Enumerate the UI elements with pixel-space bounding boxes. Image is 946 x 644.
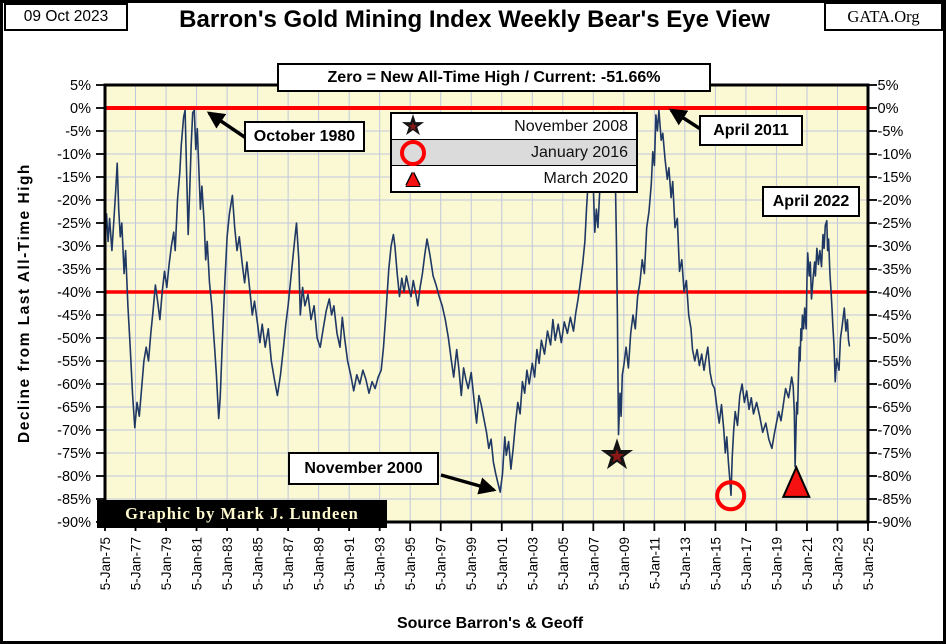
x-axis-tick-label: 5-Jan-97 [434, 537, 449, 590]
x-axis-tick-label: 5-Jan-15 [708, 537, 723, 590]
x-axis-tick-label: 5-Jan-75 [98, 537, 113, 590]
y-axis-tick-label: -75% [878, 446, 912, 462]
x-axis-tick-label: 5-Jan-99 [464, 537, 479, 590]
annotation-arrow [668, 108, 703, 132]
y-axis-tick-label: -10% [878, 147, 912, 163]
page-title: Barron's Gold Mining Index Weekly Bear's… [179, 6, 770, 33]
annotation-october-1980: October 1980 [244, 121, 365, 152]
y-axis-tick-label: -35% [57, 262, 91, 278]
annotation-november-2000: November 2000 [288, 452, 439, 485]
annotation-arrow [206, 111, 247, 140]
y-axis-tick-label: -15% [57, 170, 91, 186]
x-axis-tick-label: 5-Jan-25 [861, 537, 876, 590]
x-axis-tick-label: 5-Jan-09 [617, 537, 632, 590]
site-label: GATA.Org [847, 6, 920, 26]
x-axis-tick-label: 5-Jan-81 [190, 537, 205, 590]
x-axis-tick-label: 5-Jan-83 [220, 537, 235, 590]
x-axis-tick-label: 5-Jan-89 [312, 537, 327, 590]
star-marker-center [609, 448, 625, 463]
y-axis-tick-label: -45% [57, 308, 91, 324]
y-axis-tick-label: -10% [57, 147, 91, 163]
legend: ★ ★ November 2008 January 2016 ▲ March 20… [390, 112, 638, 193]
star-icon: ★ ★ [400, 110, 426, 142]
triangle-marker [781, 464, 811, 498]
subtitle-label: Zero = New All-Time High / Current: -51.… [327, 68, 661, 86]
y-axis-tick-label: -5% [65, 124, 91, 140]
y-axis-tick-label: -75% [57, 446, 91, 462]
site-badge: GATA.Org [824, 2, 943, 31]
y-axis-tick-label: -30% [57, 239, 91, 255]
y-axis-tick-label: 0% [878, 101, 899, 117]
x-axis-tick-label: 5-Jan-19 [769, 537, 784, 590]
x-axis-tick-label: 5-Jan-07 [586, 537, 601, 590]
circle-icon [400, 139, 426, 166]
y-axis-tick-label: -90% [878, 515, 912, 531]
x-axis-title: Source Barron's & Geoff [396, 615, 584, 632]
annotation-arrow [440, 473, 497, 495]
x-axis-tick-label: 5-Jan-79 [159, 537, 174, 590]
y-axis-tick-label: -90% [57, 515, 91, 531]
circle-marker [715, 480, 747, 512]
x-axis-tick-label: 5-Jan-77 [129, 537, 144, 590]
y-axis-tick-label: -15% [878, 170, 912, 186]
y-axis-tick-label: -55% [57, 354, 91, 370]
y-axis-tick-label: -40% [878, 285, 912, 301]
y-axis-tick-label: -50% [878, 331, 912, 347]
y-axis-tick-label: -70% [878, 423, 912, 439]
y-axis-tick-label: -85% [878, 492, 912, 508]
x-axis-tick-label: 5-Jan-05 [556, 537, 571, 590]
subtitle-box: Zero = New All-Time High / Current: -51.… [277, 63, 711, 92]
x-axis-tick-label: 5-Jan-03 [525, 537, 540, 590]
date-box: 09 Oct 2023 [4, 3, 128, 31]
y-axis-tick-label: -40% [57, 285, 91, 301]
y-axis-tick-label: -65% [878, 400, 912, 416]
legend-row: ★ ★ November 2008 [392, 110, 636, 142]
credit-badge: Graphic by Mark J. Lundeen [97, 500, 387, 528]
legend-item-label: November 2008 [514, 117, 628, 135]
y-axis-tick-label: -85% [57, 492, 91, 508]
y-axis-tick-label: -45% [878, 308, 912, 324]
legend-item-label: March 2020 [543, 169, 629, 187]
y-axis-tick-label: -25% [57, 216, 91, 232]
x-axis-tick-label: 5-Jan-21 [800, 537, 815, 590]
x-axis-tick-label: 5-Jan-13 [678, 537, 693, 590]
y-axis-tick-label: -60% [878, 377, 912, 393]
y-axis-tick-label: -70% [57, 423, 91, 439]
x-axis-tick-label: 5-Jan-17 [739, 537, 754, 590]
x-axis-tick-label: 5-Jan-01 [495, 537, 510, 590]
x-axis-tick-label: 5-Jan-85 [251, 537, 266, 590]
legend-row: ▲ March 2020 [392, 165, 636, 191]
legend-item-label: January 2016 [531, 143, 628, 161]
y-axis-tick-label: -35% [878, 262, 912, 278]
x-axis-tick-label: 5-Jan-91 [342, 537, 357, 590]
y-axis-tick-label: -50% [57, 331, 91, 347]
y-axis-tick-label: -25% [878, 216, 912, 232]
bgmi-series-line [104, 109, 851, 497]
y-axis-title: Decline from Last All-Time High [16, 163, 33, 443]
annotation-april-2022: April 2022 [762, 186, 860, 217]
y-axis-tick-label: -65% [57, 400, 91, 416]
y-axis-tick-label: -20% [57, 193, 91, 209]
x-axis-tick-label: 5-Jan-11 [647, 537, 662, 589]
x-axis-tick-label: 5-Jan-93 [373, 537, 388, 590]
legend-row: January 2016 [392, 139, 636, 166]
triangle-icon: ▲ [401, 165, 425, 191]
y-axis-tick-label: -60% [57, 377, 91, 393]
y-axis-tick-label: 5% [70, 78, 91, 94]
y-axis-tick-label: -20% [878, 193, 912, 209]
y-axis-tick-label: -30% [878, 239, 912, 255]
y-axis-tick-label: -55% [878, 354, 912, 370]
date-label: 09 Oct 2023 [23, 8, 109, 25]
x-axis-tick-label: 5-Jan-95 [403, 537, 418, 590]
x-axis-tick-label: 5-Jan-87 [281, 537, 296, 590]
x-axis-tick-label: 5-Jan-23 [831, 537, 846, 590]
y-axis-tick-label: 5% [878, 78, 899, 94]
y-axis-tick-label: -80% [57, 469, 91, 485]
y-axis-tick-label: -5% [878, 124, 904, 140]
annotation-april-2011: April 2011 [699, 115, 803, 146]
y-axis-tick-label: -80% [878, 469, 912, 485]
y-axis-tick-label: 0% [70, 101, 91, 117]
